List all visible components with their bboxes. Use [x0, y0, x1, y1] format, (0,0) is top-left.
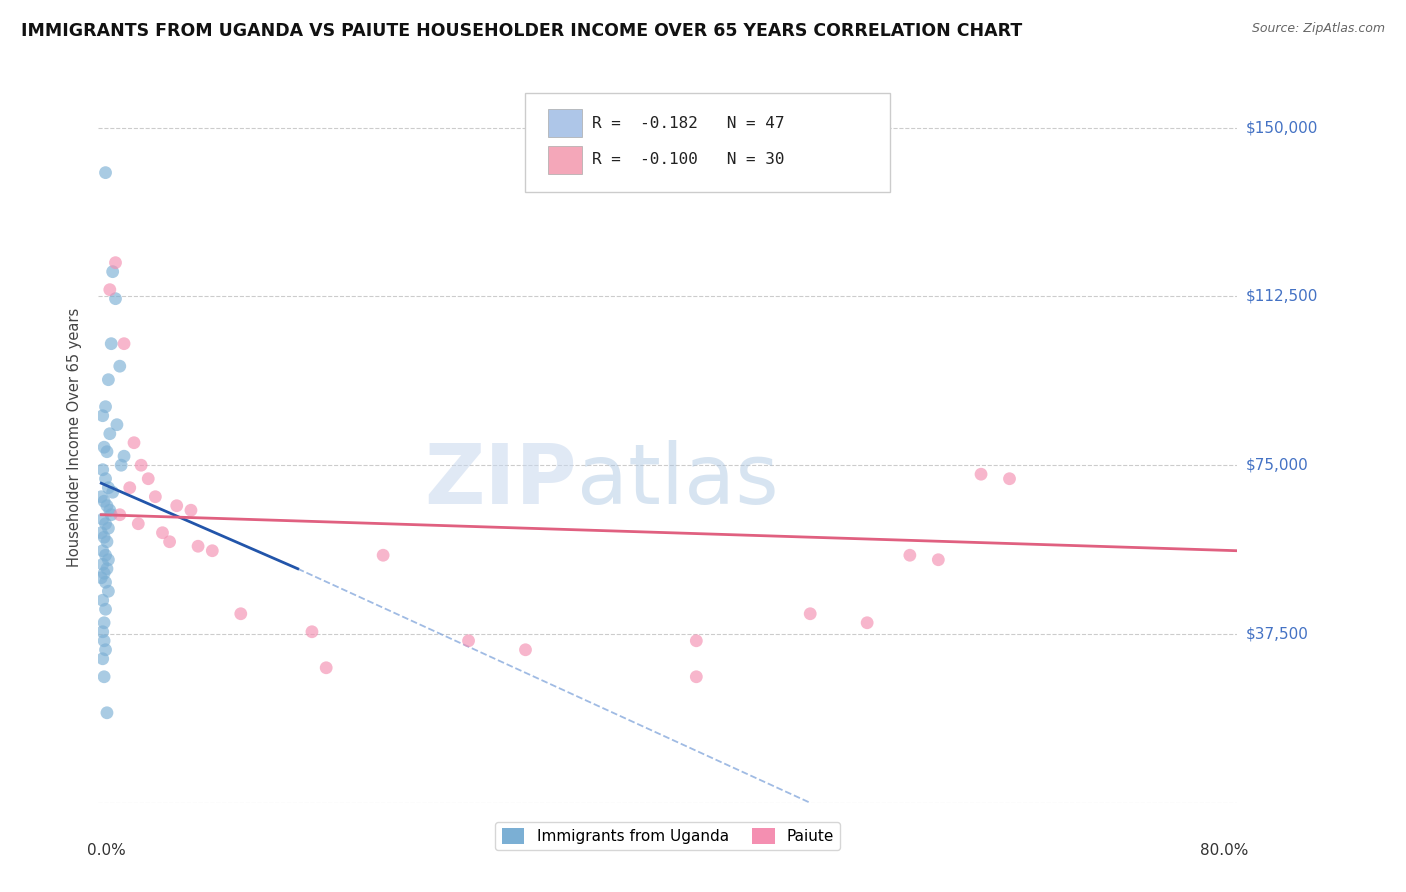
- Point: [98, 426, 121, 441]
- Point: [91, 409, 114, 423]
- Point: [129, 458, 152, 473]
- Point: [93, 440, 115, 454]
- Y-axis label: Householder Income Over 65 years: Householder Income Over 65 years: [67, 308, 83, 566]
- Point: [112, 449, 135, 463]
- Point: [93, 633, 115, 648]
- Point: [94, 575, 117, 590]
- Point: [97, 481, 120, 495]
- Point: [96, 706, 118, 720]
- Point: [898, 548, 921, 562]
- Point: [136, 472, 159, 486]
- Point: [96, 499, 118, 513]
- Point: [91, 558, 114, 572]
- Point: [93, 670, 115, 684]
- Point: [97, 553, 120, 567]
- Point: [100, 336, 122, 351]
- Point: [90, 571, 112, 585]
- FancyBboxPatch shape: [548, 146, 582, 174]
- Point: [91, 463, 114, 477]
- Text: ZIP: ZIP: [425, 441, 576, 522]
- Point: [94, 472, 117, 486]
- Point: [685, 633, 707, 648]
- Text: 0.0%: 0.0%: [87, 843, 125, 858]
- Point: [97, 521, 120, 535]
- Point: [180, 503, 202, 517]
- Text: $37,500: $37,500: [1246, 626, 1309, 641]
- Point: [97, 373, 120, 387]
- Point: [94, 642, 117, 657]
- Point: [96, 534, 118, 549]
- Point: [927, 553, 949, 567]
- Point: [90, 490, 112, 504]
- Point: [122, 435, 145, 450]
- Point: [101, 265, 124, 279]
- Text: Source: ZipAtlas.com: Source: ZipAtlas.com: [1251, 22, 1385, 36]
- Point: [101, 485, 124, 500]
- Point: [93, 530, 115, 544]
- Text: R =  -0.182   N = 47: R = -0.182 N = 47: [592, 116, 785, 131]
- Point: [100, 508, 122, 522]
- Point: [201, 543, 224, 558]
- Point: [97, 584, 120, 599]
- Point: [90, 525, 112, 540]
- Point: [127, 516, 149, 531]
- Point: [93, 615, 115, 630]
- Text: $75,000: $75,000: [1246, 458, 1309, 473]
- Legend: Immigrants from Uganda, Paiute: Immigrants from Uganda, Paiute: [495, 822, 841, 850]
- Point: [112, 336, 135, 351]
- Point: [108, 359, 131, 374]
- Point: [93, 566, 115, 581]
- Point: [98, 283, 121, 297]
- Point: [856, 615, 879, 630]
- FancyBboxPatch shape: [548, 110, 582, 137]
- Point: [373, 548, 395, 562]
- Point: [315, 661, 337, 675]
- Point: [94, 516, 117, 531]
- Point: [799, 607, 821, 621]
- Point: [91, 593, 114, 607]
- Text: R =  -0.100   N = 30: R = -0.100 N = 30: [592, 153, 785, 168]
- Point: [970, 467, 993, 482]
- Text: atlas: atlas: [576, 441, 779, 522]
- Point: [105, 417, 128, 432]
- Point: [94, 400, 117, 414]
- Point: [104, 292, 127, 306]
- Point: [515, 642, 537, 657]
- Text: IMMIGRANTS FROM UGANDA VS PAIUTE HOUSEHOLDER INCOME OVER 65 YEARS CORRELATION CH: IMMIGRANTS FROM UGANDA VS PAIUTE HOUSEHO…: [21, 22, 1022, 40]
- Point: [93, 494, 115, 508]
- Text: 80.0%: 80.0%: [1201, 843, 1249, 858]
- Point: [145, 490, 167, 504]
- Point: [685, 670, 707, 684]
- Point: [457, 633, 479, 648]
- Point: [229, 607, 252, 621]
- Point: [94, 548, 117, 562]
- Point: [98, 503, 121, 517]
- Point: [91, 652, 114, 666]
- Point: [94, 602, 117, 616]
- Text: $112,500: $112,500: [1246, 289, 1317, 304]
- Point: [166, 499, 188, 513]
- Point: [159, 534, 181, 549]
- Point: [110, 458, 132, 473]
- Point: [187, 539, 209, 553]
- Point: [152, 525, 174, 540]
- Point: [108, 508, 131, 522]
- Point: [91, 512, 114, 526]
- Point: [94, 166, 117, 180]
- FancyBboxPatch shape: [526, 94, 890, 192]
- Point: [96, 444, 118, 458]
- Point: [301, 624, 323, 639]
- Point: [118, 481, 141, 495]
- Text: $150,000: $150,000: [1246, 120, 1317, 135]
- Point: [104, 255, 127, 269]
- Point: [91, 624, 114, 639]
- Point: [998, 472, 1021, 486]
- Point: [96, 562, 118, 576]
- Point: [91, 543, 114, 558]
